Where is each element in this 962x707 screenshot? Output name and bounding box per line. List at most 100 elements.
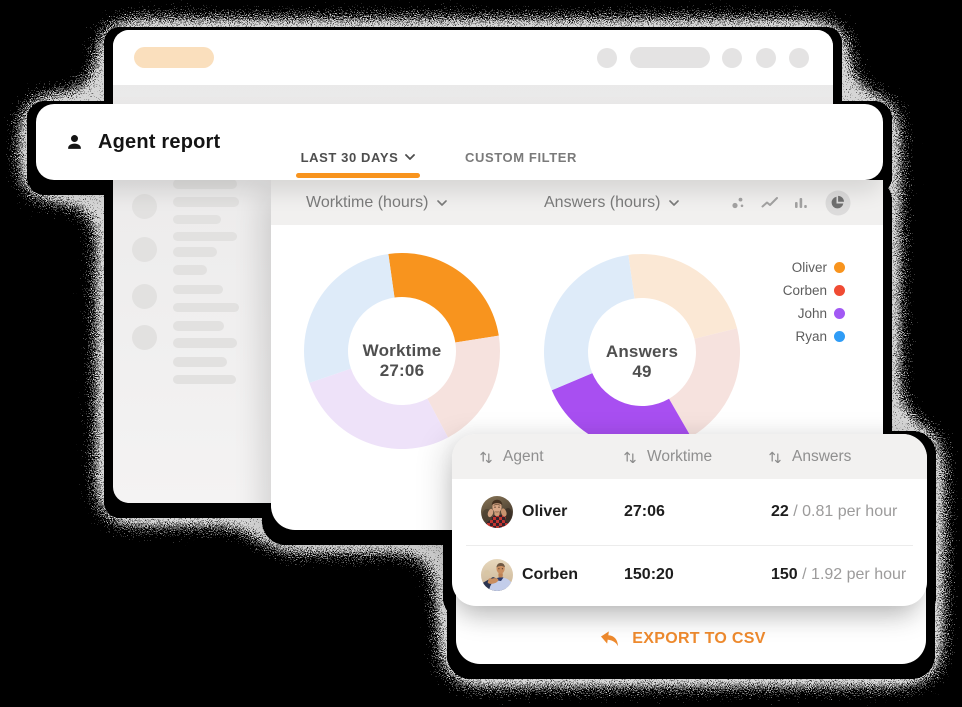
pie-chart-icon-active[interactable]: [825, 190, 850, 215]
tab-custom-filter[interactable]: CUSTOM FILTER: [465, 134, 605, 180]
legend-item-ryan[interactable]: Ryan: [711, 325, 845, 348]
browser-topbar: [113, 30, 833, 85]
avatar-corben: [481, 559, 513, 592]
topbar-dot: [597, 48, 617, 68]
answers-rate: / 1.92 per hour: [797, 566, 907, 584]
agent-answers: 150 / 1.92 per hour: [771, 566, 906, 584]
sort-icon: [480, 451, 492, 463]
page-title: Agent report: [98, 130, 221, 153]
skeleton-bar: [173, 214, 221, 224]
export-to-csv-label: EXPORT TO CSV: [632, 630, 766, 647]
tab-last-30-days[interactable]: LAST 30 DAYS: [296, 134, 420, 180]
worktime-dropdown-label: Worktime (hours): [306, 193, 429, 211]
skeleton-bar: [173, 197, 239, 207]
answers-donut-label: Answers: [605, 342, 679, 361]
answers-donut-center: Answers 49: [572, 342, 712, 382]
legend-label: John: [797, 306, 827, 321]
column-header-answers[interactable]: Answers: [769, 434, 851, 479]
agent-name: Corben: [522, 566, 578, 584]
answers-dropdown-label: Answers (hours): [544, 193, 661, 211]
worktime-donut-value: 27:06: [379, 361, 425, 380]
worktime-donut-chart: [304, 253, 500, 449]
donut-segment-john[interactable]: [551, 373, 691, 450]
sort-icon: [624, 451, 636, 463]
active-tab-underline: [296, 173, 420, 178]
topbar-logo-pill: [134, 47, 214, 68]
donut-segment-oliver[interactable]: [628, 254, 738, 339]
agents-table-card: Agent Worktime Answers: [452, 434, 927, 606]
reply-arrow-icon: [601, 630, 619, 646]
chevron-down-icon: [437, 199, 448, 206]
skeleton-bar: [173, 321, 224, 331]
legend-color-dot: [834, 308, 845, 319]
tab-custom-filter-label: CUSTOM FILTER: [465, 149, 578, 165]
chart-legend: Oliver Corben John Ryan: [711, 256, 845, 348]
agent-worktime: 27:06: [624, 502, 665, 520]
chart-toolbar: Worktime (hours) Answers (hours): [271, 180, 883, 225]
skeleton-bar: [173, 338, 237, 348]
chevron-down-icon: [669, 199, 680, 206]
donut-segment-oliver[interactable]: [388, 253, 499, 343]
topbar-dot: [789, 48, 809, 68]
legend-label: Ryan: [795, 329, 827, 344]
skeleton-circle: [132, 193, 157, 219]
answers-donut-value: 49: [632, 362, 652, 381]
table-row-oliver[interactable]: Oliver 27:06 22 / 0.81 per hour: [452, 479, 927, 545]
donut-segment-john[interactable]: [309, 368, 449, 449]
topbar-url-pill: [630, 47, 710, 68]
skeleton-circle: [132, 324, 157, 350]
worktime-donut-center: Worktime 27:06: [332, 341, 472, 381]
skeleton-circle: [132, 283, 157, 309]
legend-color-dot: [834, 262, 845, 273]
column-label-worktime: Worktime: [647, 447, 713, 465]
agent-worktime: 150:20: [624, 566, 674, 584]
bar-chart-icon[interactable]: [792, 194, 810, 212]
table-header-row: Agent Worktime Answers: [452, 434, 927, 479]
column-label-agent: Agent: [503, 447, 544, 465]
donut-segment-corben[interactable]: [669, 328, 740, 437]
agent-name: Oliver: [522, 502, 568, 520]
donut-segment-ryan[interactable]: [544, 254, 635, 391]
answers-count: 22: [771, 502, 789, 520]
skeleton-bar: [173, 284, 223, 294]
skeleton-bar: [173, 231, 237, 241]
skeleton-bar: [173, 265, 207, 275]
answers-donut-chart: [544, 254, 740, 450]
chevron-down-icon: [405, 154, 416, 160]
table-row-corben[interactable]: Corben 150:20 150 / 1.92 per hour: [452, 545, 927, 607]
legend-color-dot: [834, 331, 845, 342]
person-icon: [68, 134, 81, 149]
legend-color-dot: [834, 285, 845, 296]
row-divider: [466, 544, 913, 546]
legend-label: Oliver: [791, 260, 827, 275]
answers-count: 150: [771, 566, 798, 584]
legend-item-oliver[interactable]: Oliver: [711, 256, 845, 279]
bubble-chart-icon[interactable]: [729, 194, 747, 212]
answers-metric-dropdown[interactable]: Answers (hours): [544, 180, 680, 225]
column-header-worktime[interactable]: Worktime: [624, 434, 712, 479]
column-header-agent[interactable]: Agent: [480, 434, 544, 479]
legend-item-corben[interactable]: Corben: [711, 279, 845, 302]
chart-type-switcher: [271, 180, 883, 225]
answers-rate: / 0.81 per hour: [788, 502, 898, 520]
skeleton-circle: [132, 236, 157, 262]
sort-icon: [769, 451, 781, 463]
skeleton-bar: [173, 247, 217, 257]
donut-segment-corben[interactable]: [427, 335, 500, 438]
export-to-csv-button[interactable]: EXPORT TO CSV: [448, 614, 918, 664]
worktime-donut-label: Worktime: [362, 341, 442, 360]
legend-item-john[interactable]: John: [711, 302, 845, 325]
report-header-card: Agent report LAST 30 DAYS CUSTOM FILTER: [36, 104, 883, 180]
skeleton-bar: [173, 179, 237, 189]
line-chart-icon[interactable]: [761, 194, 779, 212]
worktime-metric-dropdown[interactable]: Worktime (hours): [306, 180, 448, 225]
donut-segment-ryan[interactable]: [304, 253, 395, 383]
skeleton-bar: [173, 302, 239, 312]
legend-label: Corben: [782, 283, 827, 298]
topbar-dot: [722, 48, 742, 68]
topbar-dot: [756, 48, 776, 68]
skeleton-bar: [173, 357, 227, 367]
skeleton-bar: [173, 374, 236, 384]
tab-last-30-days-label: LAST 30 DAYS: [300, 149, 399, 165]
avatar-oliver: [481, 495, 513, 528]
